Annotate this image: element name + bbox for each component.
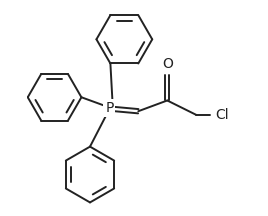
Text: Cl: Cl xyxy=(215,108,229,122)
Text: P: P xyxy=(105,101,114,115)
Text: O: O xyxy=(162,57,173,71)
